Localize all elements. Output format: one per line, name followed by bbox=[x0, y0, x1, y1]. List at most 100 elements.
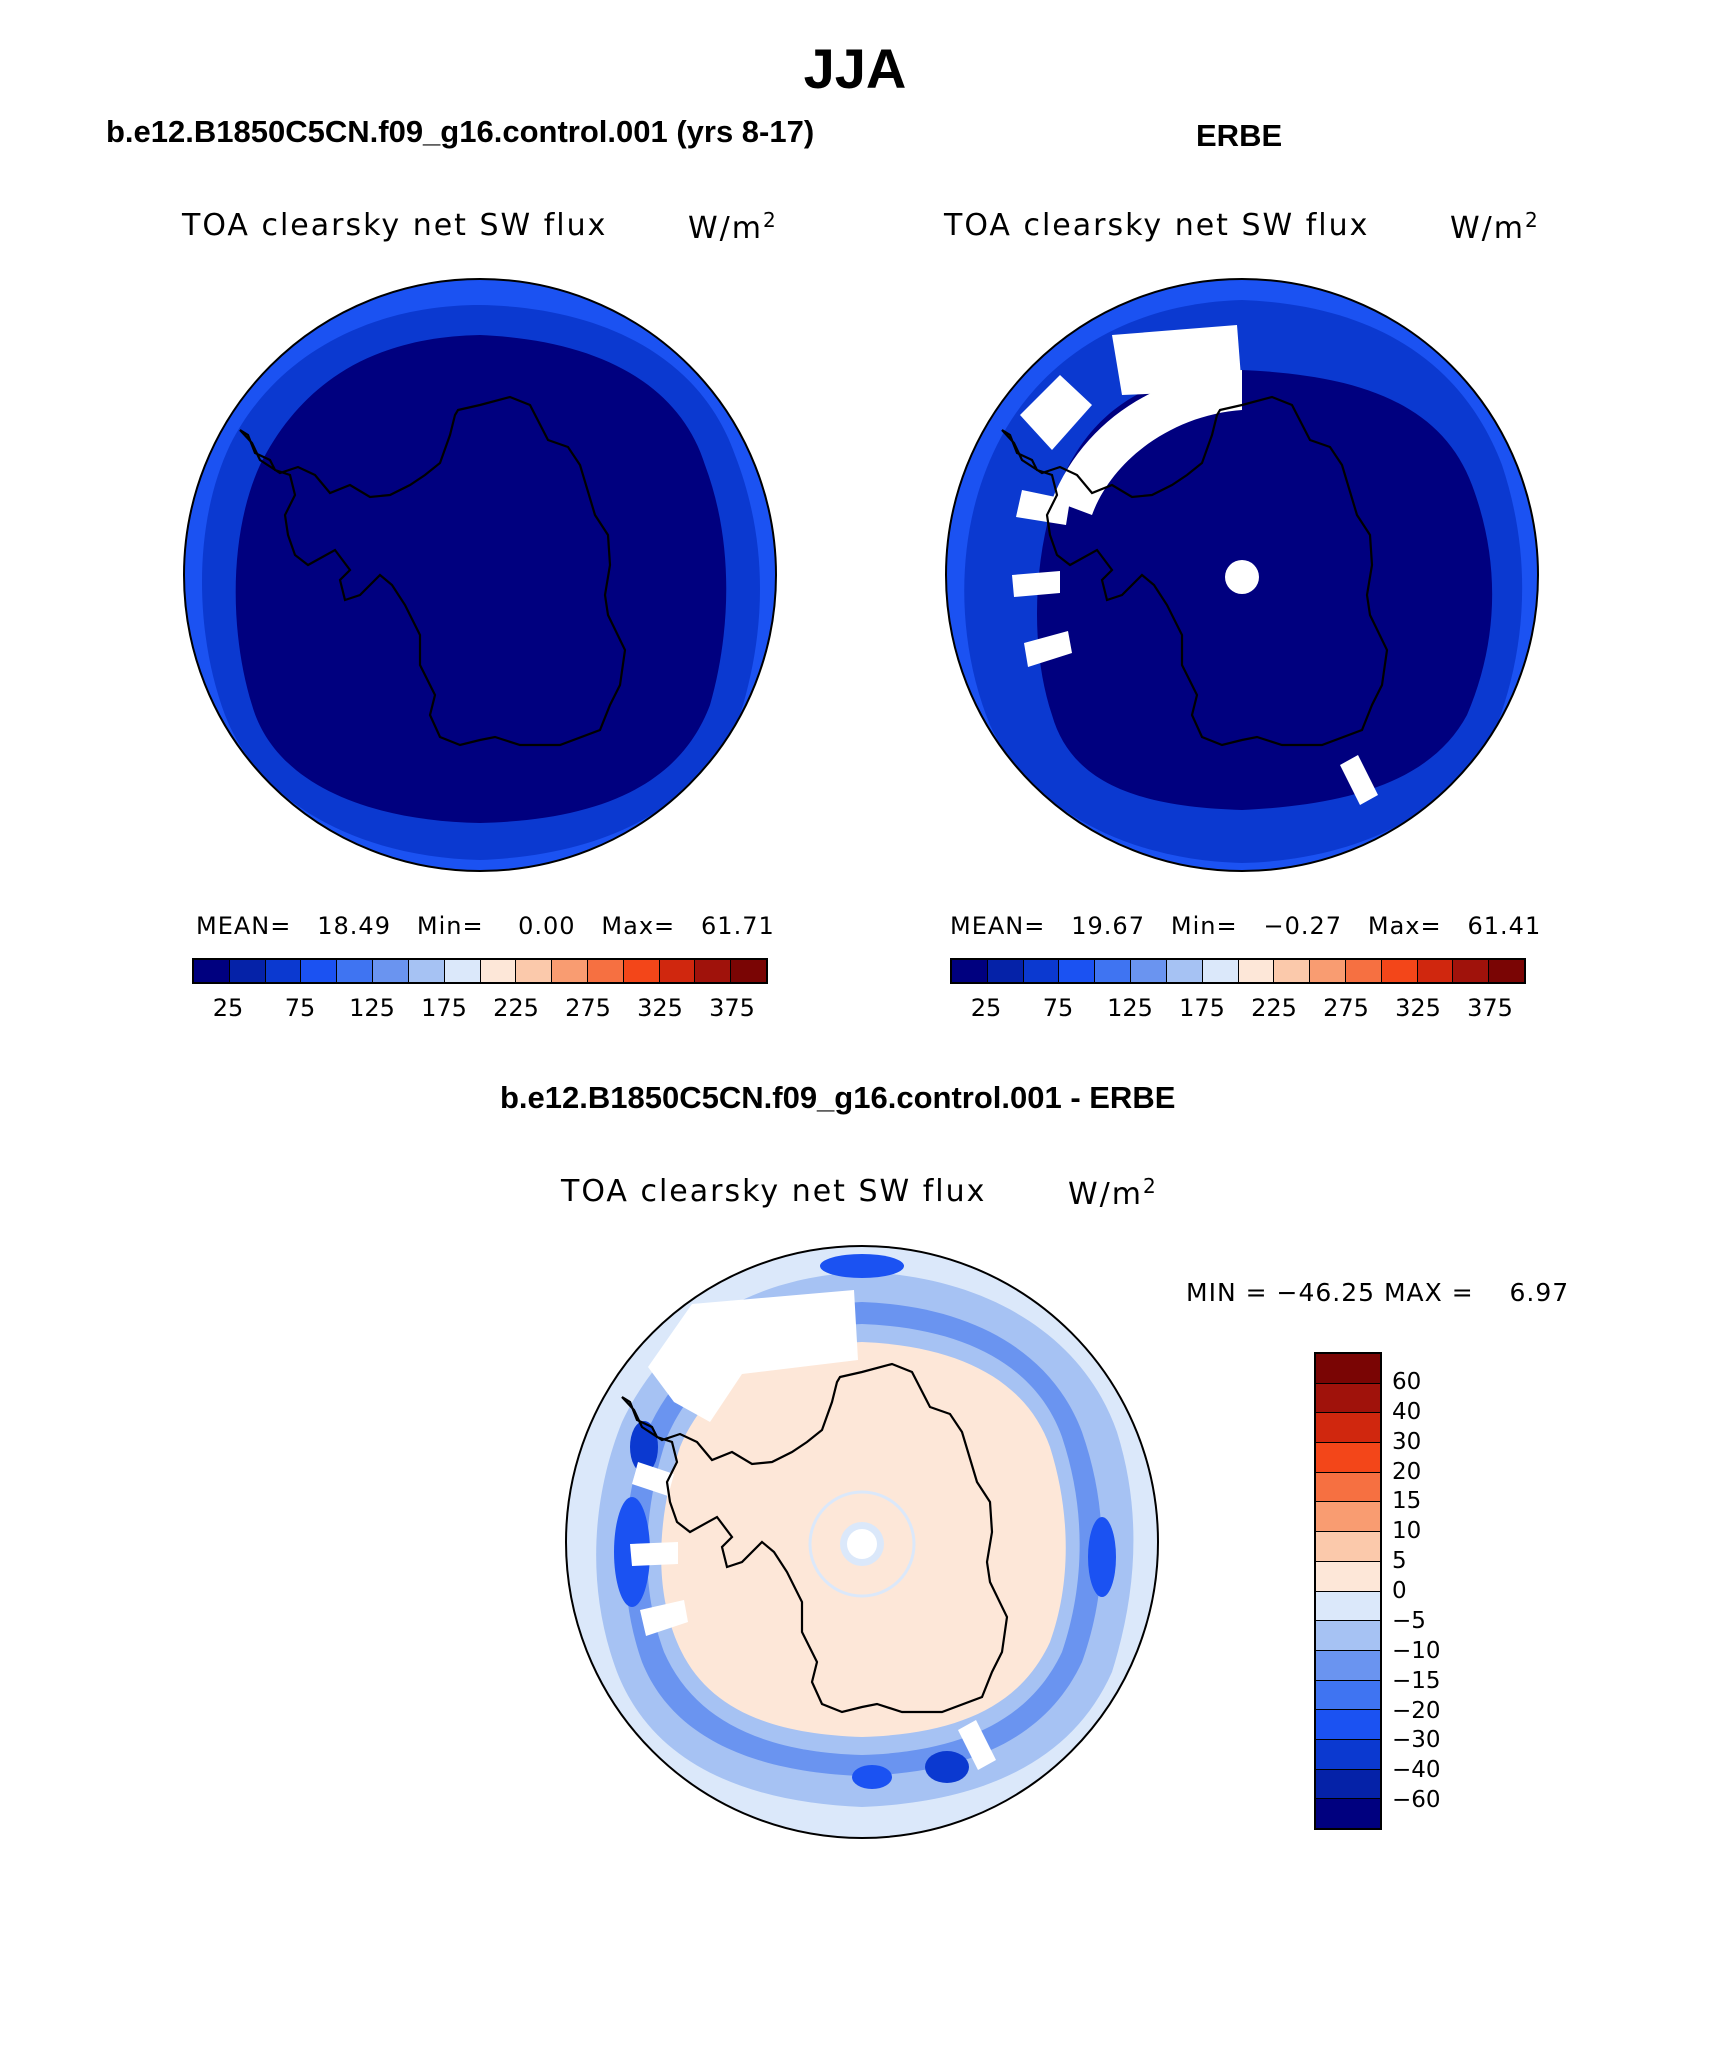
diff-colorbar-swatch bbox=[1316, 1710, 1380, 1740]
diff-variable-label: TOA clearsky net SW flux bbox=[561, 1174, 987, 1209]
diff-colorbar-tick-label: −10 bbox=[1392, 1637, 1441, 1664]
panel2-colorbar-swatch bbox=[1059, 960, 1096, 982]
panel1-colorbar-tick-label: 375 bbox=[709, 994, 755, 1022]
diff-colorbar-swatch bbox=[1316, 1354, 1380, 1384]
panel1-colorbar-swatch bbox=[444, 960, 481, 982]
panel1-polar-map bbox=[183, 278, 777, 872]
panel2-colorbar-swatch bbox=[1489, 960, 1524, 982]
diff-colorbar-swatch bbox=[1316, 1680, 1380, 1711]
panel2-map-border bbox=[945, 278, 1539, 872]
diff-antarctica-coastline bbox=[621, 1362, 1009, 1714]
panel2-polar-map bbox=[945, 278, 1539, 872]
panel1-colorbar-swatch bbox=[194, 960, 230, 982]
diff-minmax: MIN = −46.25 MAX = 6.97 bbox=[1186, 1278, 1570, 1307]
panel2-colorbar-swatch bbox=[1453, 960, 1490, 982]
panel2-missing-block-d bbox=[1024, 631, 1072, 667]
panel1-variable-label: TOA clearsky net SW flux bbox=[182, 208, 608, 243]
panel1-colorbar-ticks: 25 75 125 175 225 275 325 375 bbox=[192, 994, 768, 1024]
panel2-antarctica-coastline bbox=[1001, 395, 1389, 747]
diff-missing-block-top bbox=[648, 1290, 858, 1422]
panel1-colorbar-swatch bbox=[552, 960, 588, 982]
panel2-variable-label: TOA clearsky net SW flux bbox=[944, 208, 1370, 243]
panel2-pole-hole bbox=[1225, 560, 1259, 594]
diff-colorbar-swatch bbox=[1316, 1739, 1380, 1770]
panel1-colorbar-tick-label: 25 bbox=[212, 994, 244, 1022]
panel1-inner-region bbox=[235, 335, 727, 823]
diff-colorbar-tick-label: 15 bbox=[1392, 1488, 1422, 1515]
diff-polar-map bbox=[565, 1245, 1159, 1839]
panel2-colorbar-swatch bbox=[1417, 960, 1454, 982]
diff-colorbar-tick-label: −20 bbox=[1392, 1697, 1441, 1724]
diff-missing-block-b bbox=[632, 1462, 674, 1496]
diff-colorbar-tick-label: 0 bbox=[1392, 1578, 1407, 1604]
panel2-colorbar-tick-label: 75 bbox=[1042, 994, 1074, 1022]
panel1-colorbar-swatch bbox=[373, 960, 409, 982]
diff-colorbar-swatch bbox=[1316, 1532, 1380, 1562]
panel2-stats: MEAN= 19.67 Min= −0.27 Max= 61.41 bbox=[950, 912, 1542, 940]
panel2-missing-block-e bbox=[1340, 755, 1378, 805]
diff-colorbar bbox=[1314, 1352, 1382, 1830]
diff-pole-hole bbox=[847, 1529, 877, 1559]
diff-strong-anomaly-east bbox=[1088, 1517, 1116, 1597]
diff-colorbar-tick-label: 60 bbox=[1392, 1368, 1422, 1395]
diff-strong-anomaly-north bbox=[820, 1254, 904, 1278]
panel1-colorbar-swatch bbox=[480, 960, 517, 982]
panel2-missing-sector-large bbox=[1052, 370, 1242, 515]
panel2-inner-region bbox=[1037, 370, 1493, 810]
diff-colorbar-swatch bbox=[1316, 1799, 1380, 1828]
diff-colorbar-swatch bbox=[1316, 1591, 1380, 1622]
panel2-colorbar-swatch bbox=[1202, 960, 1239, 982]
panel1-colorbar-swatch bbox=[337, 960, 374, 982]
panel1-colorbar-tick-label: 325 bbox=[637, 994, 683, 1022]
panel2-colorbar-tick-label: 225 bbox=[1251, 994, 1297, 1022]
diff-colorbar-swatch bbox=[1316, 1413, 1380, 1444]
panel1-colorbar-swatch bbox=[516, 960, 553, 982]
diff-colorbar-swatch bbox=[1316, 1769, 1380, 1800]
panel1-colorbar-tick-label: 75 bbox=[284, 994, 316, 1022]
diff-pole-ring bbox=[808, 1490, 916, 1598]
diff-map-border bbox=[565, 1245, 1159, 1839]
panel2-colorbar-swatch bbox=[1023, 960, 1060, 982]
diff-colorbar-tick-label: −60 bbox=[1392, 1787, 1441, 1814]
panel2-colorbar-tick-label: 175 bbox=[1179, 994, 1225, 1022]
diff-colorbar-tick-label: −15 bbox=[1392, 1667, 1441, 1694]
panel2-colorbar-swatch bbox=[1381, 960, 1418, 982]
panel1-colorbar-swatch bbox=[265, 960, 302, 982]
panel1-stats: MEAN= 18.49 Min= 0.00 Max= 61.71 bbox=[196, 912, 775, 940]
diff-colorbar-ticks: 60 40 30 20 15 10 5 0 −5 −10 −15 −20 −30 −40 −60 bbox=[1392, 1352, 1512, 1830]
diff-missing-block-c bbox=[630, 1542, 678, 1566]
panel1-colorbar bbox=[192, 958, 768, 984]
diff-colorbar-swatch bbox=[1316, 1472, 1380, 1503]
panel2-colorbar-swatch bbox=[952, 960, 988, 982]
panel1-colorbar-swatch bbox=[623, 960, 660, 982]
panel1-title: b.e12.B1850C5CN.f09_g16.control.001 (yrs… bbox=[106, 114, 815, 149]
diff-missing-block-e bbox=[958, 1720, 996, 1770]
diff-colorbar-tick-label: 5 bbox=[1392, 1548, 1407, 1575]
panel2-colorbar bbox=[950, 958, 1526, 984]
panel2-colorbar-tick-label: 375 bbox=[1467, 994, 1513, 1022]
panel2-missing-block-b bbox=[1016, 490, 1070, 525]
diff-colorbar-swatch bbox=[1316, 1443, 1380, 1473]
diff-colorbar-tick-label: −40 bbox=[1392, 1757, 1441, 1784]
panel1-colorbar-swatch bbox=[301, 960, 338, 982]
panel2-colorbar-swatch bbox=[1310, 960, 1346, 982]
diff-panel-title: b.e12.B1850C5CN.f09_g16.control.001 - ER… bbox=[500, 1080, 1176, 1115]
diff-units: W/m2 bbox=[1068, 1174, 1158, 1212]
diff-colorbar-tick-label: 10 bbox=[1392, 1518, 1422, 1545]
panel2-colorbar-swatch bbox=[987, 960, 1024, 982]
diff-colorbar-tick-label: −5 bbox=[1392, 1607, 1426, 1634]
panel1-colorbar-tick-label: 175 bbox=[421, 994, 467, 1022]
panel1-colorbar-swatch bbox=[731, 960, 766, 982]
panel2-colorbar-swatch bbox=[1345, 960, 1382, 982]
panel2-colorbar-swatch bbox=[1095, 960, 1132, 982]
panel1-colorbar-tick-label: 125 bbox=[349, 994, 395, 1022]
diff-colorbar-swatch bbox=[1316, 1502, 1380, 1533]
panel2-colorbar-swatch bbox=[1131, 960, 1167, 982]
diff-colorbar-swatch bbox=[1316, 1650, 1380, 1681]
diff-colorbar-swatch bbox=[1316, 1383, 1380, 1414]
diff-colorbar-tick-label: 40 bbox=[1392, 1398, 1422, 1425]
panel1-map-border bbox=[183, 278, 777, 872]
diff-colorbar-swatch bbox=[1316, 1561, 1380, 1592]
diff-colorbar-swatch bbox=[1316, 1621, 1380, 1651]
panel2-units: W/m2 bbox=[1450, 208, 1540, 246]
